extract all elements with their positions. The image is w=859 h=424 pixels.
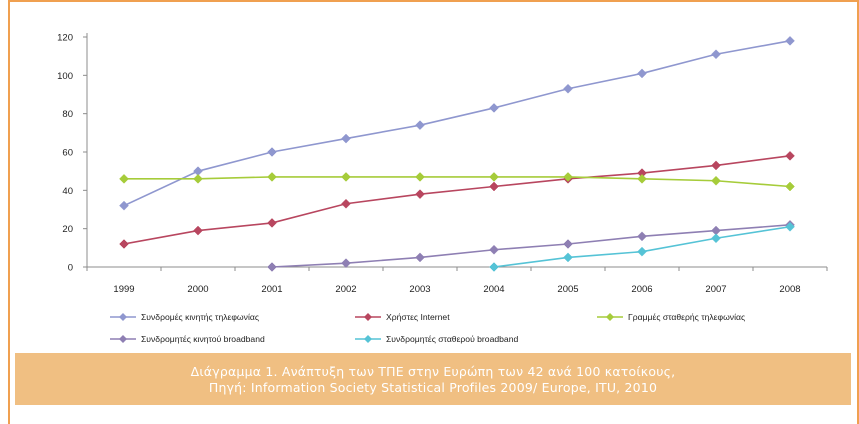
data-point-marker [785,221,795,232]
legend-marker [119,313,127,321]
data-point-marker [119,200,129,211]
x-tick-label: 2008 [779,284,800,295]
data-point-marker [711,160,721,171]
data-point-marker [785,35,795,46]
caption-line-1: Διάγραμμα 1. Ανάπτυξη των ΤΠΕ στην Ευρώπ… [190,364,676,379]
x-tick-label: 2004 [483,284,504,295]
x-tick-label: 2003 [409,284,430,295]
data-point-marker [415,189,425,200]
data-point-marker [711,49,721,60]
data-point-marker [489,181,499,192]
data-point-marker [341,172,351,182]
data-point-marker [489,244,499,255]
data-point-marker [341,258,351,269]
series-layer [119,35,795,272]
series-2 [119,150,795,249]
data-point-marker [563,83,573,94]
data-point-marker [637,68,647,79]
legend: Συνδρομές κινητής τηλεφωνίας Χρήστες Inte… [110,312,745,344]
legend-marker [119,335,127,343]
y-tick-label: 100 [57,71,73,82]
data-point-marker [415,120,425,131]
legend-marker [364,313,372,321]
data-point-marker [267,172,277,182]
legend-entry-2: Χρήστες Internet [355,312,450,322]
legend-label: Συνδρομητές κινητού broadband [141,334,265,344]
data-point-marker [489,103,499,113]
x-tick-label: 2002 [335,284,356,295]
x-tick-label: 2005 [557,284,578,295]
data-point-marker [637,173,647,184]
y-tick-label: 40 [62,186,73,197]
legend-label: Χρήστες Internet [386,312,450,322]
y-tick-label: 80 [62,109,73,120]
data-point-marker [341,133,351,144]
series-4 [267,219,795,272]
data-point-marker [119,173,129,184]
data-point-marker [119,239,129,249]
data-point-marker [711,175,721,186]
data-point-marker [415,252,425,263]
data-point-marker [785,150,795,161]
legend-entry-5: Συνδρομητές σταθερού broadband [355,334,518,344]
x-tick-label: 2001 [261,284,282,295]
y-tick-label: 20 [62,224,73,235]
data-point-marker [193,225,203,236]
data-point-marker [489,262,499,272]
x-tick-label: 1999 [113,284,134,295]
data-point-marker [489,172,499,182]
series-3 [119,172,795,192]
legend-entry-3: Γραμμές σταθερής τηλεφωνίας [597,312,745,322]
data-point-marker [267,262,277,272]
y-tick-label: 60 [62,148,73,159]
y-tick-label: 0 [68,263,73,274]
data-point-marker [415,172,425,182]
caption-line-2: Πηγή: Information Society Statistical Pr… [208,380,658,395]
legend-label: Συνδρομητές σταθερού broadband [386,334,518,344]
x-tick-label: 2000 [187,284,208,295]
legend-label: Συνδρομές κινητής τηλεφωνίας [141,312,259,322]
figure-caption: Διάγραμμα 1. Ανάπτυξη των ΤΠΕ στην Ευρώπ… [15,353,851,405]
data-point-marker [193,173,203,184]
legend-marker [606,313,614,321]
data-point-marker [637,246,647,257]
series-line [123,40,791,207]
series-1 [119,35,795,211]
series-line [124,176,791,188]
x-tick-label: 2007 [705,284,726,295]
series-5 [489,221,795,272]
series-line [123,155,791,245]
data-point-marker [563,239,573,249]
data-point-marker [711,233,721,244]
data-point-marker [267,147,277,157]
axes: 0 20 40 60 80 100 120 1999 2000 2001 2002 2003 2004 2… [57,33,828,295]
data-point-marker [563,252,573,263]
x-tick-label: 2006 [631,284,652,295]
legend-marker [364,335,372,343]
data-point-marker [785,181,795,192]
legend-entry-1: Συνδρομές κινητής τηλεφωνίας [110,312,259,322]
data-point-marker [341,198,351,209]
frame-border [8,0,859,424]
series-line [271,224,791,268]
legend-label: Γραμμές σταθερής τηλεφωνίας [628,312,745,322]
y-tick-label: 120 [57,33,73,44]
data-point-marker [637,231,647,242]
data-point-marker [267,218,277,228]
data-point-marker [563,172,573,182]
legend-entry-4: Συνδρομητές κινητού broadband [110,334,265,344]
